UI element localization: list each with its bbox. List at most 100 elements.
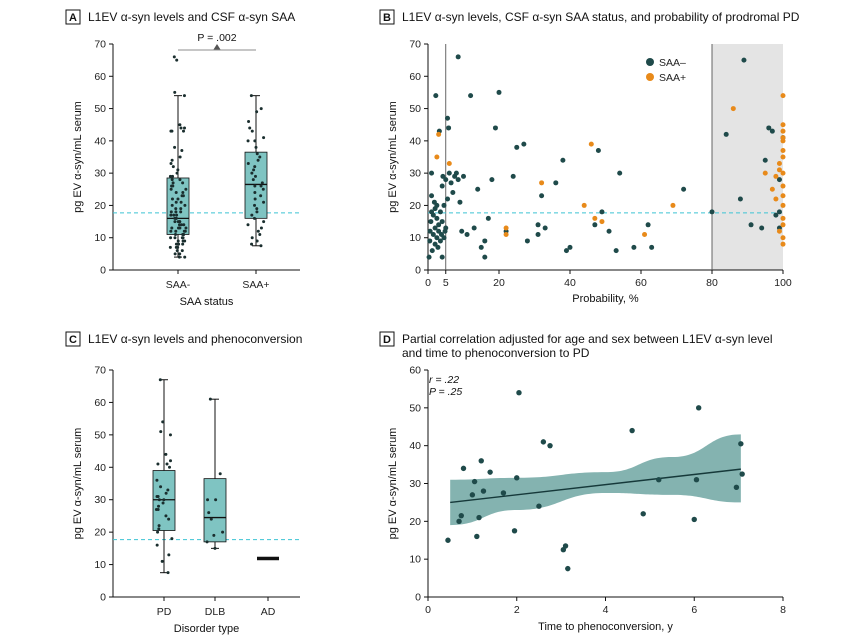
panel-a-point bbox=[169, 210, 173, 214]
panel-b-point-saa-neg bbox=[453, 170, 459, 176]
panel-c-point bbox=[167, 553, 171, 557]
panel-a-point bbox=[174, 191, 178, 195]
panel-a-point bbox=[173, 236, 177, 240]
panel-b-y-tick-label: 20 bbox=[409, 200, 421, 212]
panel-a-point bbox=[262, 220, 266, 224]
panel-b-point-saa-pos bbox=[670, 202, 676, 208]
panel-b-point-saa-neg bbox=[464, 231, 470, 237]
panel-b-legend-label: SAA+ bbox=[659, 72, 686, 84]
panel-a-point bbox=[259, 184, 263, 188]
panel-d-point bbox=[695, 405, 702, 411]
panel-b-point-saa-neg bbox=[430, 212, 436, 218]
panel-d-point bbox=[562, 543, 569, 549]
panel-a-point bbox=[171, 174, 175, 178]
panel-c-point bbox=[208, 397, 212, 401]
panel-a-point bbox=[252, 168, 256, 172]
panel-a-point bbox=[255, 207, 259, 211]
panel-a-point bbox=[181, 181, 185, 185]
panel-b-point-saa-neg bbox=[429, 193, 435, 199]
panel-c-point bbox=[155, 494, 159, 498]
panel-a-point bbox=[246, 223, 250, 227]
panel-a-letter-box bbox=[65, 9, 81, 25]
panel-b-x-tick-label: 5 bbox=[443, 277, 449, 289]
panel-a-point bbox=[176, 226, 180, 230]
panel-a-letter: A bbox=[69, 12, 77, 24]
panel-a-point bbox=[171, 165, 175, 169]
panel-c-y-tick-label: 50 bbox=[94, 429, 106, 441]
panel-a-point bbox=[178, 178, 182, 182]
panel-b-point-saa-pos bbox=[762, 170, 768, 176]
panel-d-y-tick-label: 20 bbox=[409, 516, 421, 528]
panel-a-point bbox=[184, 226, 188, 230]
panel-a-point bbox=[254, 145, 258, 149]
panel-b-point-saa-pos bbox=[776, 160, 782, 166]
panel-c-point bbox=[157, 498, 161, 502]
panel-a-point bbox=[170, 226, 174, 230]
panel-a-y-tick-label: 0 bbox=[100, 265, 106, 277]
panel-d-chart: 0 10 20 30 40 50 60 pg EV α-syn/mL serum 0 2 4 6 8 Ti… bbox=[387, 365, 786, 634]
panel-c-x-tick-label: AD bbox=[261, 606, 276, 618]
panel-a-point bbox=[175, 58, 179, 62]
panel-c-title: L1EV α-syn levels and phenoconversion bbox=[88, 332, 302, 346]
panel-a-point bbox=[169, 213, 173, 217]
panel-a-point bbox=[174, 200, 178, 204]
panel-b-point-saa-pos bbox=[780, 183, 786, 189]
panel-b-point-saa-neg bbox=[595, 148, 601, 154]
panel-a-point bbox=[170, 197, 174, 201]
panel-d-point bbox=[536, 503, 542, 509]
panel-a-point bbox=[259, 107, 263, 111]
panel-b-point-saa-pos bbox=[776, 167, 782, 173]
panel-b-point-saa-neg bbox=[435, 244, 441, 250]
panel-d-letter-box bbox=[379, 331, 395, 347]
panel-d-point bbox=[500, 490, 507, 496]
panel-b-point-saa-pos bbox=[780, 148, 786, 154]
panel-b-point-saa-pos bbox=[446, 160, 452, 166]
panel-b-legend-box bbox=[642, 50, 706, 86]
panel-c-y-tick-label: 0 bbox=[100, 592, 106, 604]
panel-a-point bbox=[183, 255, 187, 259]
panel-a-point bbox=[178, 220, 182, 224]
panel-d-point bbox=[640, 511, 646, 517]
panel-b-point-saa-pos bbox=[780, 170, 786, 176]
panel-d-point bbox=[480, 488, 487, 494]
panel-b-point-saa-neg bbox=[461, 173, 466, 179]
panel-a-point bbox=[181, 236, 185, 240]
panel-a-point bbox=[174, 207, 178, 211]
panel-a-point bbox=[181, 191, 185, 195]
panel-a-point bbox=[175, 249, 179, 253]
panel-a-point bbox=[174, 216, 178, 220]
panel-a-point bbox=[253, 139, 257, 143]
panel-a-point bbox=[259, 226, 263, 230]
panel-a-y-tick-label: 50 bbox=[94, 103, 106, 115]
panel-b-title: L1EV α-syn levels, CSF α-syn SAA status,… bbox=[402, 10, 800, 24]
panel-b-point-saa-pos bbox=[773, 196, 779, 202]
panel-b-point-saa-neg bbox=[450, 190, 456, 196]
panel-a-point bbox=[181, 194, 185, 198]
panel-a-point bbox=[258, 155, 262, 159]
panel-d-point bbox=[469, 492, 476, 498]
panel-d-confidence-band bbox=[450, 434, 741, 526]
panel-b-point-saa-neg bbox=[709, 209, 715, 215]
panel-c-point bbox=[218, 472, 222, 476]
panel-b-point-saa-neg bbox=[441, 235, 447, 241]
panel-c-point bbox=[164, 452, 168, 456]
panel-b-point-saa-neg bbox=[539, 193, 545, 199]
panel-a-point bbox=[250, 242, 254, 246]
panel-b-point-saa-neg bbox=[741, 57, 747, 63]
panel-a-point bbox=[255, 110, 259, 114]
panel-a-point bbox=[173, 90, 177, 94]
panel-d-point bbox=[471, 478, 478, 485]
panel-c-point bbox=[156, 462, 160, 466]
panel-b-point-saa-neg bbox=[439, 254, 445, 260]
panel-a-point bbox=[177, 242, 181, 246]
panel-a-point bbox=[183, 126, 187, 130]
panel-d-point bbox=[460, 465, 467, 472]
panel-b-letter: B bbox=[383, 12, 391, 24]
panel-b-point-saa-pos bbox=[581, 202, 587, 208]
panel-b-point-saa-neg bbox=[439, 219, 445, 225]
panel-b-point-saa-neg bbox=[542, 225, 548, 231]
panel-a-y-tick-label: 30 bbox=[94, 168, 106, 180]
panel-a-pvalue-marker bbox=[213, 44, 221, 50]
panel-c-x-tick-label: DLB bbox=[205, 606, 225, 618]
panel-b-point-saa-neg bbox=[429, 170, 435, 176]
